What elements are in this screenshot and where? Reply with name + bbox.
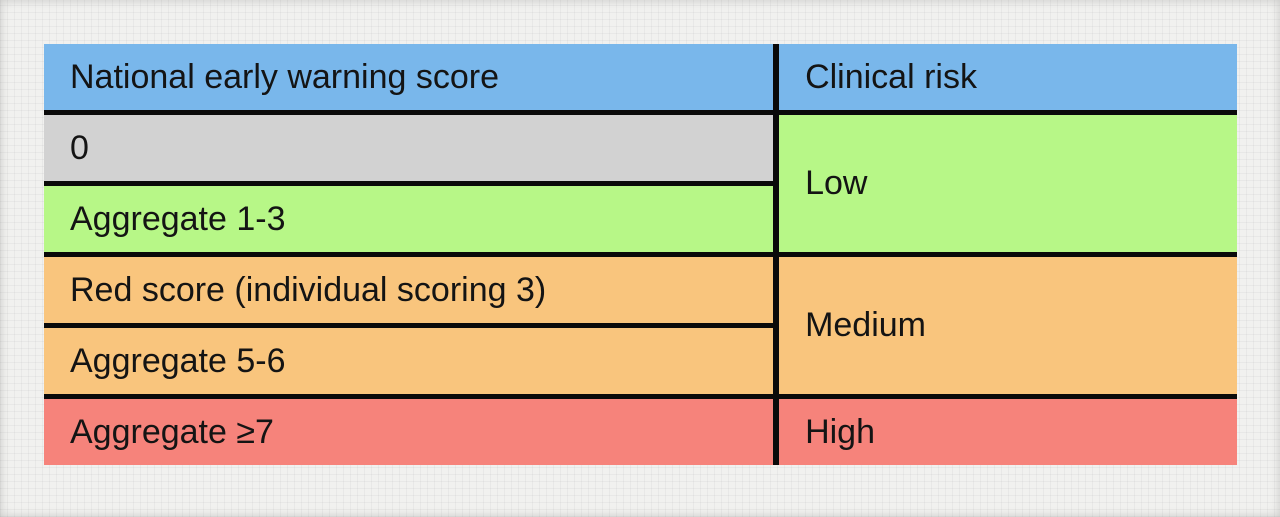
cell-risk-high: High: [773, 396, 1237, 465]
table-row: 0 Low: [44, 112, 1237, 257]
table-header-row: National early warning score Clinical ri…: [44, 44, 1237, 115]
table-row: Red score (individual scoring 3) Medium: [44, 254, 1237, 399]
cell-score-red-score: Red score (individual scoring 3): [44, 254, 777, 328]
table-row: Aggregate 5-6: [44, 325, 1237, 399]
cell-score-aggregate-5-6: Aggregate 5-6: [44, 325, 777, 399]
cell-score-aggregate-1-3: Aggregate 1-3: [44, 183, 777, 257]
cell-score-0: 0: [44, 112, 777, 186]
cell-score-aggregate-ge7: Aggregate ≥7: [44, 396, 777, 465]
table-row: Aggregate 1-3: [44, 183, 1237, 257]
cell-risk-low: Low: [773, 112, 1237, 257]
cell-risk-medium: Medium: [773, 254, 1237, 399]
header-national-early-warning-score: National early warning score: [44, 44, 777, 115]
news-clinical-risk-table: National early warning score Clinical ri…: [44, 44, 1237, 465]
header-clinical-risk: Clinical risk: [773, 44, 1237, 115]
table-row: Aggregate ≥7 High: [44, 396, 1237, 465]
